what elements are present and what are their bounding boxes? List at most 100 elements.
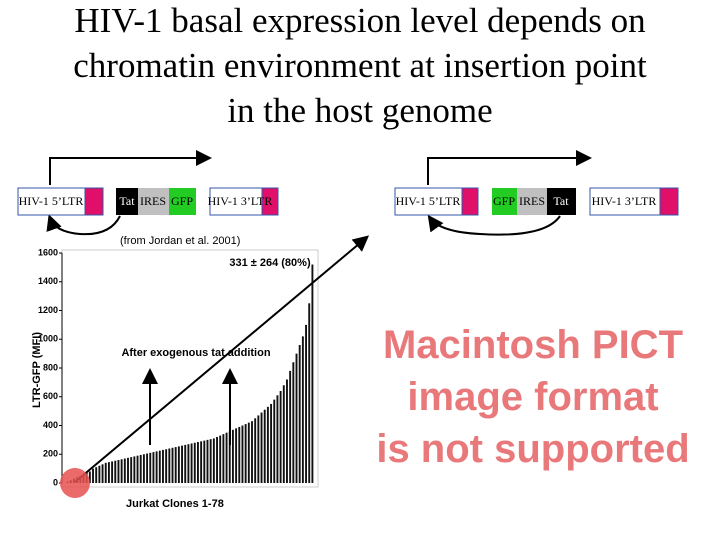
bar <box>209 439 212 483</box>
bar <box>149 452 152 483</box>
bar <box>104 462 107 483</box>
bar <box>190 443 193 483</box>
bar <box>270 403 273 483</box>
bar <box>225 432 228 483</box>
annotation: After exogenous tat addition <box>121 347 270 359</box>
bar <box>231 429 234 483</box>
bar <box>247 422 250 483</box>
bar <box>257 415 260 483</box>
box-label: Tat <box>553 194 569 208</box>
box-label: GFP <box>493 194 515 208</box>
y-axis-label: LTR-GFP (MFI) <box>31 332 43 408</box>
box-label: GFP <box>171 194 193 208</box>
y-tick-label: 1200 <box>38 305 58 315</box>
bar <box>196 442 199 483</box>
y-tick-label: 1600 <box>38 247 58 257</box>
bar <box>251 421 253 483</box>
bar <box>171 447 174 483</box>
bar <box>181 445 184 483</box>
bar <box>305 324 308 483</box>
y-tick-label: 600 <box>43 391 58 401</box>
bar <box>279 391 282 483</box>
plot-frame <box>61 249 319 488</box>
bar <box>177 446 180 483</box>
bar <box>260 412 263 483</box>
placeholder-text: image format <box>407 375 658 419</box>
box-label: IRES <box>519 194 545 208</box>
bar <box>286 379 288 483</box>
y-tick-label: 800 <box>43 362 58 372</box>
y-tick-label: 0 <box>53 477 58 487</box>
bar <box>88 471 91 483</box>
box-label: HIV-1 5’LTR <box>396 194 461 208</box>
bar <box>266 406 269 483</box>
box-label: HIV-1 3’LTR <box>592 194 657 208</box>
bar <box>92 468 94 483</box>
bar <box>193 442 196 483</box>
bar <box>120 459 123 483</box>
bar <box>114 460 117 483</box>
placeholder-text: is not supported <box>376 427 689 471</box>
bar <box>206 439 209 483</box>
bar <box>146 453 149 483</box>
bar <box>238 426 241 483</box>
bar-chart: 0 200 400 600 800 1000 1200 1400 1600 <box>38 247 319 488</box>
bar <box>301 336 304 483</box>
bar <box>152 452 155 483</box>
bar <box>187 444 190 483</box>
y-tick-label: 200 <box>43 449 58 459</box>
bar <box>168 448 171 483</box>
right-construct: HIV-1 5’LTR GFP IRES Tat HIV-1 3’LTR <box>394 150 679 236</box>
title-line: chromatin environment at insertion point <box>73 46 647 85</box>
left-construct: HIV-1 5’LTR Tat IRES GFP HIV-1 3’LTR <box>17 150 279 236</box>
bar <box>142 454 145 483</box>
bar <box>155 451 158 483</box>
bar <box>235 428 238 483</box>
box-label: HIV-1 3’LTR <box>208 194 273 208</box>
bar <box>117 460 120 483</box>
title-line: in the host genome <box>227 91 492 130</box>
box-label: IRES <box>140 194 166 208</box>
bar <box>101 464 104 483</box>
bar <box>212 438 215 483</box>
bar <box>107 462 110 483</box>
bar <box>292 362 295 483</box>
bar <box>139 454 142 483</box>
bar <box>228 431 231 483</box>
bar <box>222 434 225 483</box>
citation: (from Jordan et al. 2001) <box>120 235 240 247</box>
placeholder-text: Macintosh PICT <box>383 323 683 367</box>
bar <box>298 345 301 483</box>
bar <box>165 449 168 483</box>
x-axis-label: Jurkat Clones 1-78 <box>126 498 224 510</box>
bar <box>127 457 129 483</box>
bar <box>244 424 247 483</box>
bar <box>184 444 187 483</box>
box-label: Tat <box>119 194 135 208</box>
bar <box>216 437 218 483</box>
bar <box>203 440 206 483</box>
bar <box>311 264 314 483</box>
highlight <box>60 468 90 498</box>
bar <box>98 465 101 483</box>
bar <box>219 435 222 483</box>
bar <box>282 385 285 483</box>
bar <box>308 303 311 483</box>
bar <box>133 456 136 483</box>
bar <box>158 450 161 483</box>
bar <box>111 461 114 483</box>
bar <box>136 455 139 483</box>
bar <box>241 425 244 483</box>
title-line: HIV-1 basal expression level depends on <box>74 1 645 40</box>
bar <box>200 441 203 483</box>
y-tick-label: 400 <box>43 420 58 430</box>
bar <box>263 409 266 483</box>
bar <box>289 370 292 483</box>
bar <box>162 449 164 483</box>
bar <box>130 457 133 483</box>
bar <box>123 458 126 483</box>
bar <box>95 467 98 483</box>
box-label: HIV-1 5’LTR <box>19 194 84 208</box>
bar <box>273 399 276 483</box>
